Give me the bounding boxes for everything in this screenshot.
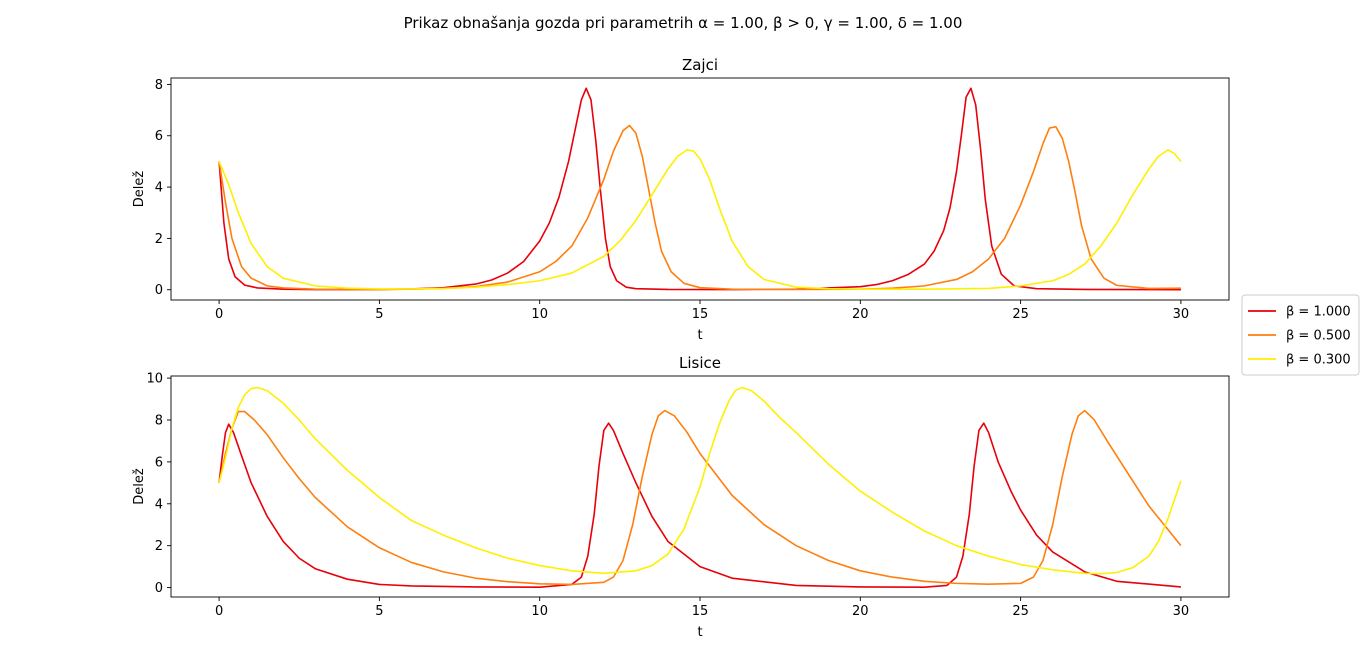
lisice-series-line-2 — [218, 386, 1182, 575]
lisice-title: Lisice — [679, 354, 721, 372]
zajci-x-tick-label: 5 — [375, 307, 383, 322]
lisice-y-tick-label: 4 — [155, 497, 163, 512]
lisice-plot: Lisice 0 5 10 15 20 25 30 0 2 4 6 8 10 t Delež — [132, 354, 1230, 640]
lisice-x-tick-label: 0 — [215, 604, 223, 619]
lisice-x-tick-label: 25 — [1012, 604, 1029, 619]
lisice-y-tick-label: 6 — [155, 455, 163, 470]
lisice-series-line-1 — [218, 409, 1182, 586]
lisice-x-tick-label: 10 — [531, 604, 548, 619]
zajci-plot: Zajci 0 5 10 15 20 25 30 0 2 4 6 8 t Delež — [132, 56, 1230, 343]
zajci-x-tick-label: 20 — [852, 307, 869, 322]
legend-label: β = 0.500 — [1286, 329, 1351, 344]
zajci-y-tick-label: 8 — [155, 78, 163, 93]
lisice-x-tick-label: 15 — [692, 604, 709, 619]
zajci-y-axis-label: Delež — [132, 171, 147, 208]
legend-frame — [1241, 294, 1360, 376]
zajci-x-tick-label: 15 — [692, 307, 709, 322]
zajci-x-axis-label: t — [697, 328, 702, 343]
lisice-x-tick-label: 30 — [1173, 604, 1190, 619]
legend: β = 1.000 β = 0.500 β = 0.300 — [1241, 294, 1360, 376]
zajci-series-line-2 — [218, 149, 1182, 291]
lisice-series-line-0 — [218, 422, 1181, 588]
lisice-y-tick-label: 0 — [155, 581, 163, 596]
lisice-y-tick-label: 2 — [155, 539, 163, 554]
zajci-x-tick-label: 0 — [215, 307, 223, 322]
zajci-y-tick-label: 4 — [155, 181, 163, 196]
lisice-y-axis-label: Delež — [132, 468, 147, 505]
zajci-y-tick-label: 0 — [155, 283, 163, 298]
figure-title: Prikaz obnašanja gozda pri parametrih α … — [404, 14, 963, 32]
zajci-x-tick-label: 25 — [1012, 307, 1029, 322]
lisice-x-tick-label: 20 — [852, 604, 869, 619]
zajci-x-tick-label: 10 — [531, 307, 548, 322]
zajci-y-tick-label: 6 — [155, 129, 163, 144]
lisice-y-tick-label: 10 — [146, 372, 163, 387]
zajci-title: Zajci — [682, 56, 718, 74]
zajci-x-tick-label: 30 — [1173, 307, 1190, 322]
legend-label: β = 0.300 — [1286, 353, 1351, 368]
lisice-x-axis-label: t — [697, 625, 702, 640]
legend-label: β = 1.000 — [1286, 305, 1351, 320]
lisice-x-tick-label: 5 — [375, 604, 383, 619]
lisice-y-tick-label: 8 — [155, 413, 163, 428]
zajci-y-tick-label: 2 — [155, 232, 163, 247]
